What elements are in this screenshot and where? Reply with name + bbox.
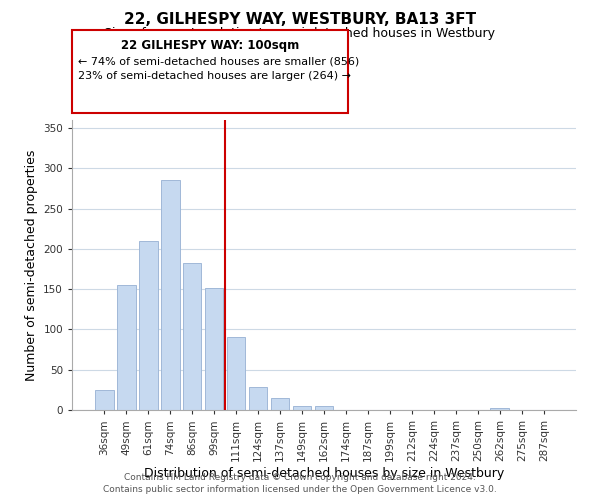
Y-axis label: Number of semi-detached properties: Number of semi-detached properties [25,150,38,380]
Bar [95,390,113,410]
Bar [293,406,311,410]
Text: 22, GILHESPY WAY, WESTBURY, BA13 3FT: 22, GILHESPY WAY, WESTBURY, BA13 3FT [124,12,476,28]
Text: Contains public sector information licensed under the Open Government Licence v3: Contains public sector information licen… [103,485,497,494]
Bar [249,388,268,410]
Bar [139,241,158,410]
Text: 22 GILHESPY WAY: 100sqm: 22 GILHESPY WAY: 100sqm [121,39,299,52]
Text: 23% of semi-detached houses are larger (264) →: 23% of semi-detached houses are larger (… [78,71,351,81]
Bar [161,180,179,410]
Bar [490,408,509,410]
X-axis label: Distribution of semi-detached houses by size in Westbury: Distribution of semi-detached houses by … [144,466,504,479]
Bar [314,406,334,410]
Bar [117,285,136,410]
Text: Size of property relative to semi-detached houses in Westbury: Size of property relative to semi-detach… [104,28,496,40]
Bar [205,288,223,410]
Bar [183,262,202,410]
Bar [271,398,289,410]
Text: ← 74% of semi-detached houses are smaller (856): ← 74% of semi-detached houses are smalle… [78,56,359,66]
Bar [227,336,245,410]
Text: Contains HM Land Registry data © Crown copyright and database right 2024.: Contains HM Land Registry data © Crown c… [124,472,476,482]
